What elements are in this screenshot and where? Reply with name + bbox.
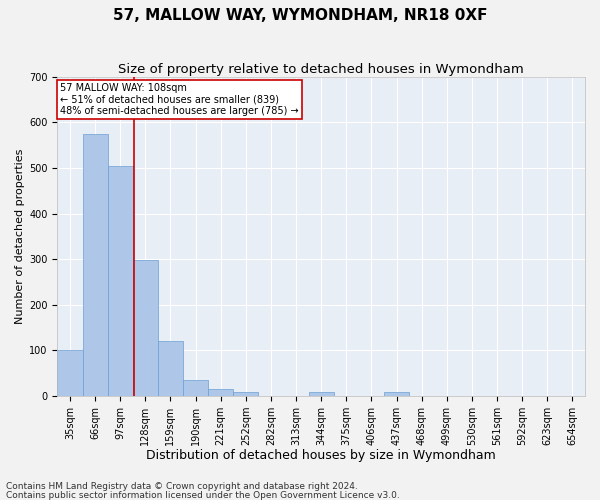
Bar bbox=[107, 166, 133, 396]
Bar bbox=[183, 380, 208, 396]
Title: Size of property relative to detached houses in Wymondham: Size of property relative to detached ho… bbox=[118, 62, 524, 76]
Bar bbox=[233, 392, 259, 396]
Text: 57 MALLOW WAY: 108sqm
← 51% of detached houses are smaller (839)
48% of semi-det: 57 MALLOW WAY: 108sqm ← 51% of detached … bbox=[60, 83, 299, 116]
X-axis label: Distribution of detached houses by size in Wymondham: Distribution of detached houses by size … bbox=[146, 450, 496, 462]
Text: Contains public sector information licensed under the Open Government Licence v3: Contains public sector information licen… bbox=[6, 490, 400, 500]
Bar bbox=[208, 390, 233, 396]
Bar bbox=[308, 392, 334, 396]
Bar bbox=[83, 134, 107, 396]
Text: Contains HM Land Registry data © Crown copyright and database right 2024.: Contains HM Land Registry data © Crown c… bbox=[6, 482, 358, 491]
Text: 57, MALLOW WAY, WYMONDHAM, NR18 0XF: 57, MALLOW WAY, WYMONDHAM, NR18 0XF bbox=[113, 8, 487, 22]
Bar bbox=[384, 392, 409, 396]
Bar bbox=[158, 342, 183, 396]
Bar bbox=[133, 260, 158, 396]
Bar bbox=[58, 350, 83, 396]
Y-axis label: Number of detached properties: Number of detached properties bbox=[15, 148, 25, 324]
